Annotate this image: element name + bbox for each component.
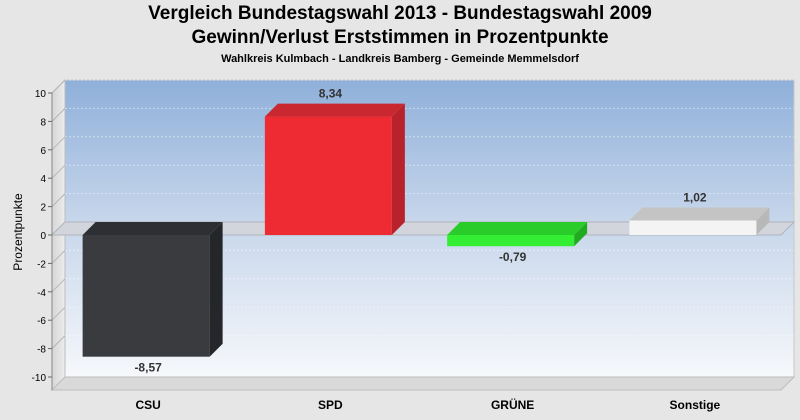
y-tick-label: -2 xyxy=(37,259,46,270)
grid-line-wall xyxy=(51,136,66,151)
data-label: -0,79 xyxy=(499,250,527,264)
grid-line-wall xyxy=(51,335,66,349)
bar-spd xyxy=(264,116,392,235)
y-tick-label: 10 xyxy=(35,89,47,100)
grid-line-wall xyxy=(51,193,66,207)
data-label: 1,02 xyxy=(683,191,707,205)
y-tick-label: 8 xyxy=(40,117,46,128)
grid-line-wall xyxy=(51,79,66,94)
y-axis-label: Prozentpunkte xyxy=(11,193,25,271)
y-tick-label: 6 xyxy=(40,146,46,157)
x-tick-label: Sonstige xyxy=(670,398,721,412)
y-tick-label: 4 xyxy=(40,174,46,185)
chart-subtitle-region: Wahlkreis Kulmbach - Landkreis Bamberg -… xyxy=(221,53,579,65)
chart-title: Vergleich Bundestagswahl 2013 - Bundesta… xyxy=(148,3,652,24)
bar-side xyxy=(391,103,405,236)
y-tick-label: -4 xyxy=(37,288,46,299)
x-tick-label: GRÜNE xyxy=(491,397,534,412)
grid-line-wall xyxy=(51,250,66,264)
bar-side xyxy=(756,207,770,235)
grid-line-wall xyxy=(51,108,66,122)
bar-grüne xyxy=(447,235,575,247)
bar-side xyxy=(209,222,223,357)
grid-line-wall xyxy=(51,164,66,179)
bar-top xyxy=(264,103,405,117)
y-tick-label: -6 xyxy=(37,316,46,327)
bar-top xyxy=(447,222,588,235)
y-tick-label: 2 xyxy=(40,203,46,214)
x-tick-label: SPD xyxy=(318,398,343,412)
plot-floor xyxy=(50,376,796,391)
grid-line-wall xyxy=(51,306,66,321)
y-tick-label: 0 xyxy=(40,231,46,242)
bar-side xyxy=(574,222,588,247)
data-label: 8,34 xyxy=(319,87,343,101)
bar-csu xyxy=(82,235,210,357)
y-tick-label: -8 xyxy=(37,345,46,356)
data-label: -8,57 xyxy=(134,361,162,375)
chart-subtitle: Gewinn/Verlust Erststimmen in Prozentpun… xyxy=(191,27,609,48)
bar-sonstige xyxy=(629,220,757,235)
bar-top xyxy=(629,207,770,221)
bar-top xyxy=(82,222,223,235)
x-tick-label: CSU xyxy=(135,398,160,412)
y-tick-label: -10 xyxy=(32,373,47,384)
grid-line-wall xyxy=(51,278,66,293)
